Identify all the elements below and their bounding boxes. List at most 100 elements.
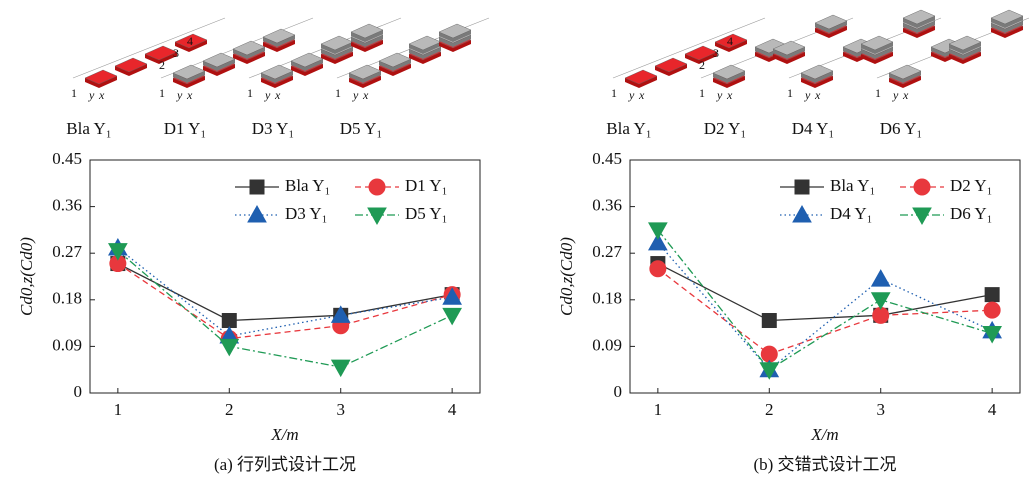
legend-marker: [368, 208, 386, 224]
x-tick-label: 3: [876, 400, 885, 419]
y-tick-label: 0: [74, 382, 83, 401]
data-point: [872, 270, 890, 286]
legend-label: D4 Y₁: [830, 204, 873, 223]
scheme-number: 3: [173, 46, 179, 60]
legend-label: D2 Y₁: [950, 176, 993, 195]
scheme-axis: x: [902, 88, 909, 102]
caption: (b) 交错式设计工况: [753, 455, 896, 474]
series-line: [118, 248, 452, 336]
data-point: [332, 360, 350, 376]
legend-label: D5 Y₁: [405, 204, 448, 223]
scheme-axis: y: [892, 88, 899, 102]
scheme-axis: y: [804, 88, 811, 102]
y-axis-label: Cd0,z(Cd0): [557, 237, 576, 316]
y-tick-label: 0.45: [52, 149, 82, 168]
scheme-label: D5 Y₁: [340, 119, 383, 138]
scheme-axis: x: [98, 88, 105, 102]
y-tick-label: 0.27: [52, 242, 82, 261]
legend-label: Bla Y₁: [285, 176, 330, 195]
y-axis-label: Cd0,z(Cd0): [17, 237, 36, 316]
series-line: [658, 243, 992, 370]
series-line: [658, 230, 992, 370]
data-point: [649, 223, 667, 239]
x-axis-label: X/m: [270, 425, 298, 444]
y-tick-label: 0.09: [592, 335, 622, 354]
data-point: [443, 308, 461, 324]
legend-marker: [250, 180, 264, 194]
data-point: [985, 288, 999, 302]
scheme-number: 1: [247, 86, 253, 100]
y-tick-label: 0: [614, 382, 623, 401]
y-tick-label: 0.36: [52, 196, 82, 215]
y-tick-label: 0.45: [592, 149, 622, 168]
x-tick-label: 4: [988, 400, 997, 419]
scheme-label: D3 Y₁: [252, 119, 295, 138]
scheme-axis: y: [352, 88, 359, 102]
x-tick-label: 3: [336, 400, 345, 419]
y-tick-label: 0.36: [592, 196, 622, 215]
scheme-number: 3: [713, 46, 719, 60]
x-tick-label: 2: [225, 400, 234, 419]
x-tick-label: 4: [448, 400, 457, 419]
figure: 1yxBla Y₁1yxD1 Y₁1yxD3 Y₁1yxD5 Y₁23400.0…: [0, 0, 1031, 483]
scheme-number: 2: [159, 58, 165, 72]
legend-marker: [913, 208, 931, 224]
plot-frame: [90, 160, 480, 393]
legend-label: D3 Y₁: [285, 204, 328, 223]
scheme-label: D1 Y₁: [164, 119, 207, 138]
y-tick-label: 0.18: [592, 289, 622, 308]
legend-marker: [914, 179, 930, 195]
scheme-number: 1: [699, 86, 705, 100]
scheme-axis: x: [726, 88, 733, 102]
data-point: [984, 302, 1000, 318]
scheme-label: D2 Y₁: [704, 119, 747, 138]
scheme-axis: y: [88, 88, 95, 102]
scheme-number: 1: [335, 86, 341, 100]
scheme-axis: x: [274, 88, 281, 102]
data-point: [762, 314, 776, 328]
series-line: [658, 264, 992, 321]
data-point: [220, 339, 238, 355]
legend-label: Bla Y₁: [830, 176, 875, 195]
legend-label: D1 Y₁: [405, 176, 448, 195]
scheme-number: 1: [159, 86, 165, 100]
scheme-label: D6 Y₁: [880, 119, 923, 138]
legend-label: D6 Y₁: [950, 204, 993, 223]
scheme-number: 4: [727, 34, 733, 48]
scheme-number: 1: [875, 86, 881, 100]
data-point: [222, 314, 236, 328]
scheme-number: 4: [187, 34, 193, 48]
scheme-label: D4 Y₁: [792, 119, 835, 138]
scheme-guide: [73, 18, 225, 78]
series-line: [118, 264, 452, 339]
scheme-axis: y: [628, 88, 635, 102]
scheme-label: Bla Y₁: [606, 119, 651, 138]
y-tick-label: 0.18: [52, 289, 82, 308]
scheme-number: 1: [787, 86, 793, 100]
scheme-number: 1: [71, 86, 77, 100]
scheme-label: Bla Y₁: [66, 119, 111, 138]
data-point: [872, 293, 890, 309]
data-point: [650, 261, 666, 277]
x-tick-label: 1: [114, 400, 123, 419]
scheme-axis: y: [716, 88, 723, 102]
x-tick-label: 2: [765, 400, 774, 419]
y-tick-label: 0.27: [592, 242, 622, 261]
scheme-axis: x: [814, 88, 821, 102]
caption: (a) 行列式设计工况: [214, 455, 356, 474]
scheme-axis: x: [638, 88, 645, 102]
series-line: [658, 269, 992, 354]
y-tick-label: 0.09: [52, 335, 82, 354]
scheme-number: 1: [611, 86, 617, 100]
scheme-axis: x: [362, 88, 369, 102]
series-line: [118, 264, 452, 321]
scheme-guide: [613, 18, 765, 78]
legend-marker: [793, 206, 811, 222]
x-axis-label: X/m: [810, 425, 838, 444]
scheme-axis: x: [186, 88, 193, 102]
x-tick-label: 1: [654, 400, 663, 419]
legend-marker: [795, 180, 809, 194]
legend-marker: [248, 206, 266, 222]
plot-frame: [630, 160, 1020, 393]
scheme-number: 2: [699, 58, 705, 72]
